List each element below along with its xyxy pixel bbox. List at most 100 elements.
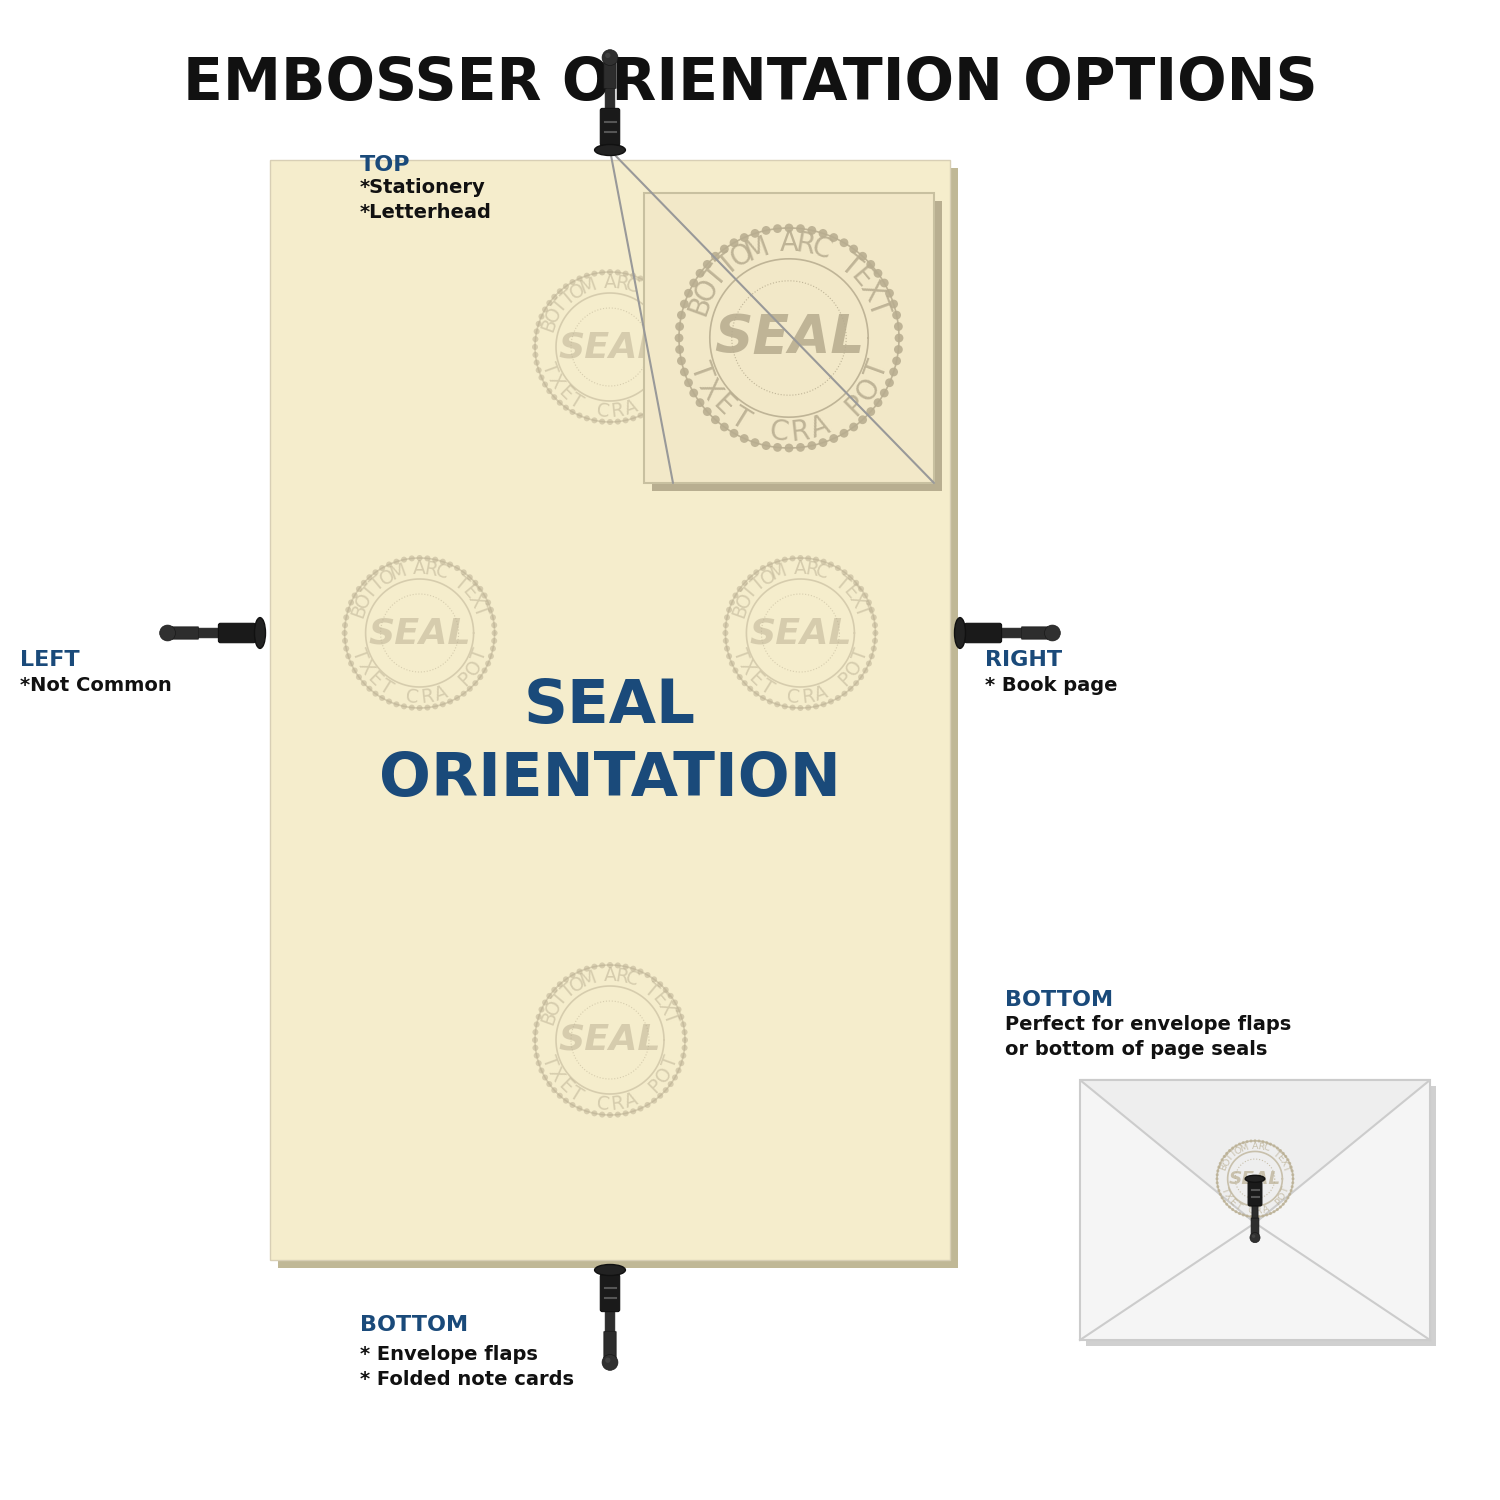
Circle shape: [417, 705, 423, 711]
Circle shape: [440, 702, 446, 708]
Circle shape: [732, 668, 738, 674]
Text: X: X: [544, 372, 567, 393]
Circle shape: [576, 413, 582, 419]
Circle shape: [1290, 1170, 1293, 1173]
Circle shape: [454, 694, 460, 700]
Circle shape: [356, 674, 362, 680]
Circle shape: [1290, 1166, 1293, 1168]
Circle shape: [711, 252, 720, 261]
Text: E: E: [554, 382, 576, 404]
Circle shape: [490, 615, 496, 621]
Text: T: T: [558, 980, 579, 1002]
Circle shape: [591, 270, 597, 276]
Circle shape: [484, 660, 490, 666]
Circle shape: [532, 336, 538, 342]
Circle shape: [723, 622, 729, 628]
Circle shape: [542, 1074, 548, 1080]
Text: SEAL: SEAL: [714, 312, 864, 364]
Circle shape: [1281, 1203, 1286, 1206]
Circle shape: [1221, 1158, 1224, 1161]
Text: E: E: [554, 1076, 576, 1096]
Circle shape: [532, 1036, 538, 1042]
Circle shape: [1222, 1155, 1226, 1158]
Circle shape: [1218, 1190, 1221, 1192]
Circle shape: [651, 405, 657, 411]
Ellipse shape: [1245, 1176, 1264, 1182]
Text: O: O: [850, 372, 886, 406]
FancyBboxPatch shape: [999, 628, 1022, 638]
Circle shape: [828, 561, 834, 567]
Circle shape: [534, 1022, 540, 1028]
Circle shape: [552, 394, 558, 400]
Text: T: T: [549, 988, 572, 1010]
Text: T: T: [538, 360, 561, 378]
Circle shape: [885, 378, 894, 387]
Text: T: T: [834, 249, 866, 282]
Circle shape: [372, 690, 378, 696]
Text: T: T: [375, 676, 396, 699]
Circle shape: [546, 388, 552, 394]
Circle shape: [536, 321, 542, 327]
FancyBboxPatch shape: [198, 628, 220, 638]
Text: C: C: [405, 687, 420, 708]
Circle shape: [668, 300, 674, 306]
Circle shape: [1216, 1170, 1219, 1173]
Circle shape: [344, 615, 350, 621]
Text: T: T: [850, 646, 871, 664]
Text: O: O: [567, 279, 590, 303]
Circle shape: [604, 1358, 610, 1364]
Text: P: P: [836, 668, 856, 690]
Circle shape: [871, 638, 877, 644]
Circle shape: [867, 406, 874, 416]
Circle shape: [1216, 1185, 1219, 1188]
Circle shape: [1292, 1173, 1294, 1176]
Circle shape: [736, 674, 742, 680]
Circle shape: [676, 357, 686, 366]
Circle shape: [842, 570, 848, 576]
Circle shape: [663, 294, 669, 300]
FancyBboxPatch shape: [1248, 1180, 1262, 1206]
Text: O: O: [652, 370, 676, 393]
Circle shape: [1284, 1200, 1287, 1203]
Text: M: M: [768, 561, 789, 584]
Circle shape: [598, 419, 604, 424]
FancyBboxPatch shape: [1086, 1086, 1436, 1346]
Text: T: T: [729, 646, 750, 664]
Text: T: T: [850, 602, 871, 619]
Text: B: B: [538, 1008, 561, 1028]
Circle shape: [1220, 1162, 1222, 1166]
Circle shape: [159, 626, 176, 640]
Circle shape: [602, 50, 618, 66]
Circle shape: [681, 328, 687, 334]
Circle shape: [645, 279, 651, 285]
Circle shape: [490, 638, 496, 644]
Circle shape: [682, 1036, 688, 1042]
Circle shape: [598, 270, 604, 276]
Circle shape: [466, 686, 472, 692]
Text: X: X: [654, 304, 678, 326]
Circle shape: [682, 344, 688, 350]
Text: T: T: [1281, 1185, 1292, 1194]
Circle shape: [821, 558, 827, 564]
Circle shape: [1264, 1142, 1269, 1144]
Circle shape: [681, 360, 687, 366]
Circle shape: [1242, 1214, 1245, 1216]
Circle shape: [747, 574, 753, 580]
Text: LEFT: LEFT: [20, 650, 80, 670]
Text: X: X: [693, 374, 726, 405]
Circle shape: [490, 622, 496, 628]
Text: T: T: [348, 646, 370, 664]
Text: T: T: [1270, 1149, 1281, 1160]
Circle shape: [836, 694, 842, 700]
Text: A: A: [807, 411, 834, 444]
Text: T: T: [549, 296, 572, 316]
Circle shape: [1272, 1210, 1275, 1214]
Text: X: X: [1278, 1158, 1288, 1167]
Circle shape: [740, 232, 748, 242]
Circle shape: [447, 699, 453, 705]
Circle shape: [538, 1007, 544, 1013]
Circle shape: [1228, 1206, 1232, 1209]
FancyBboxPatch shape: [1252, 1204, 1258, 1218]
Text: E: E: [1227, 1197, 1238, 1208]
Circle shape: [830, 232, 839, 242]
